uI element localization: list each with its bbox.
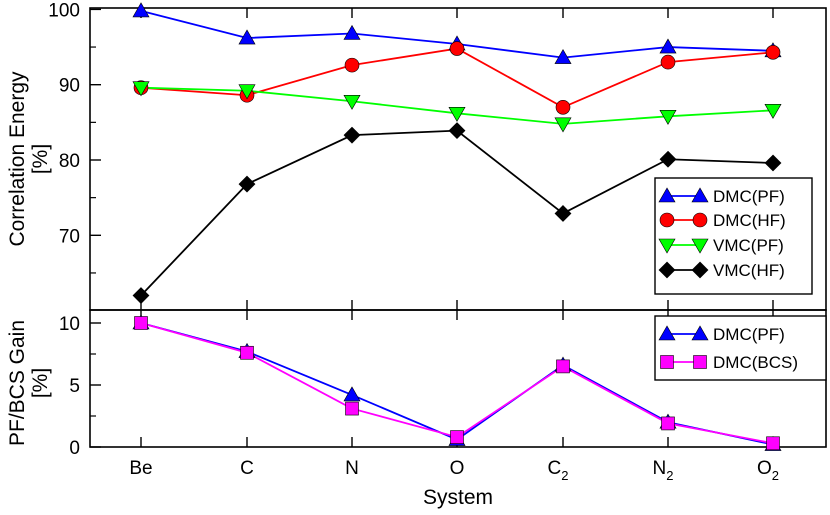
x-tick-label: C2 — [548, 458, 569, 483]
data-point-dmchf — [449, 41, 465, 56]
data-point-dmchf — [344, 57, 360, 73]
y-tick-label: 10 — [59, 314, 80, 335]
legend-marker — [658, 325, 676, 341]
data-point-vmchf — [132, 287, 150, 304]
data-point-vmcpf — [132, 81, 150, 97]
y-tick-label: 70 — [59, 226, 80, 247]
x-tick-labels: Be C N O C2 N2 O2 — [129, 458, 779, 483]
bottom-legend: DMC(PF) DMC(BCS) — [654, 315, 827, 381]
data-point-dmchf — [555, 99, 571, 115]
legend-marker — [693, 355, 707, 369]
legend-marker — [659, 212, 675, 228]
y-tick-label: 0 — [69, 438, 80, 459]
data-point-dmcpf — [238, 29, 256, 45]
bottom-legend-box — [654, 315, 827, 381]
data-point-dmcpf — [343, 24, 361, 40]
top-legend-box — [654, 177, 813, 295]
legend-marker — [691, 238, 709, 254]
top-y-axis-title-line2: [%] — [29, 144, 52, 174]
data-point-vmcpf — [659, 110, 677, 125]
data-point-dmcpf — [343, 386, 361, 402]
legend-marker — [658, 238, 676, 254]
y-tick-label: 80 — [59, 151, 80, 172]
data-point-dmcbcs — [345, 401, 359, 416]
top-series-group — [132, 2, 782, 304]
x-tick-label: N — [345, 458, 359, 479]
data-point-dmcbcs — [661, 416, 675, 431]
legend-marker — [691, 187, 709, 203]
x-tick-label-subscript: 2 — [666, 468, 673, 483]
x-tick-label-subscript: 2 — [561, 468, 568, 483]
x-axis-title: System — [423, 486, 493, 509]
x-tick-label: C — [240, 458, 254, 479]
series-line-dmc-hf — [140, 47, 774, 109]
top-panel: 70 80 90 100 DMC(PF) DMC(HF) VMC(PF) VMC(HF) C… — [6, 0, 827, 311]
data-point-vmchf — [659, 150, 677, 168]
x-tick-label: O2 — [757, 458, 779, 483]
data-point-dmchf — [660, 54, 676, 70]
bottom-y-axis-title-line2: [%] — [29, 368, 52, 398]
data-point-dmcpf — [554, 48, 572, 64]
legend-marker — [660, 355, 674, 369]
data-point-dmcbcs — [450, 430, 464, 444]
top-legend: DMC(PF) DMC(HF) VMC(PF) VMC(HF) — [654, 177, 813, 295]
x-tick-label: Be — [129, 458, 152, 479]
legend-marker — [658, 261, 676, 279]
legend-marker — [691, 261, 709, 279]
legend-label: VMC(HF) — [713, 261, 785, 280]
data-point-vmchf — [238, 175, 256, 193]
data-point-dmcbcs — [766, 436, 780, 451]
y-tick-label: 90 — [59, 76, 80, 97]
legend-label: DMC(HF) — [713, 211, 786, 230]
x-tick-label: O — [450, 458, 465, 479]
legend-marker — [691, 325, 709, 341]
legend-label: DMC(PF) — [713, 187, 785, 206]
legend-marker — [692, 212, 708, 228]
legend-label: DMC(PF) — [713, 325, 785, 344]
top-y-ticks: 70 80 90 100 — [48, 0, 101, 274]
data-point-vmchf — [448, 122, 466, 140]
data-point-vmchf — [554, 205, 572, 222]
data-point-vmcpf — [238, 84, 256, 100]
x-tick-label-subscript: 2 — [772, 468, 779, 483]
top-y-axis-title-line1: Correlation Energy — [6, 71, 29, 247]
data-point-vmcpf — [448, 107, 466, 122]
data-point-vmcpf — [343, 94, 361, 110]
data-point-dmcbcs — [556, 359, 570, 374]
data-point-dmchf — [765, 45, 781, 60]
bottom-y-axis-title-line1: PF/BCS Gain — [6, 320, 29, 446]
y-tick-label: 100 — [48, 0, 80, 21]
data-point-dmcpf — [659, 38, 677, 54]
bottom-y-ticks: 0 5 10 — [59, 314, 101, 459]
x-tick-label: N2 — [653, 458, 674, 483]
data-point-dmcpf — [132, 2, 150, 18]
legend-marker — [658, 187, 676, 203]
data-point-vmcpf — [554, 117, 572, 133]
y-tick-label: 5 — [69, 376, 80, 397]
data-point-dmcbcs — [134, 316, 148, 330]
bottom-panel: 0 5 10 DMC(PF) DMC(BCS) PF/BCS Gain [%] Be C… — [6, 309, 827, 509]
legend-label: VMC(PF) — [713, 236, 784, 255]
data-point-vmchf — [764, 154, 782, 172]
data-point-vmcpf — [764, 104, 782, 119]
legend-label: DMC(BCS) — [713, 353, 798, 372]
bottom-series-group — [132, 314, 782, 451]
data-point-vmchf — [343, 126, 361, 144]
data-point-dmcbcs — [240, 345, 254, 360]
